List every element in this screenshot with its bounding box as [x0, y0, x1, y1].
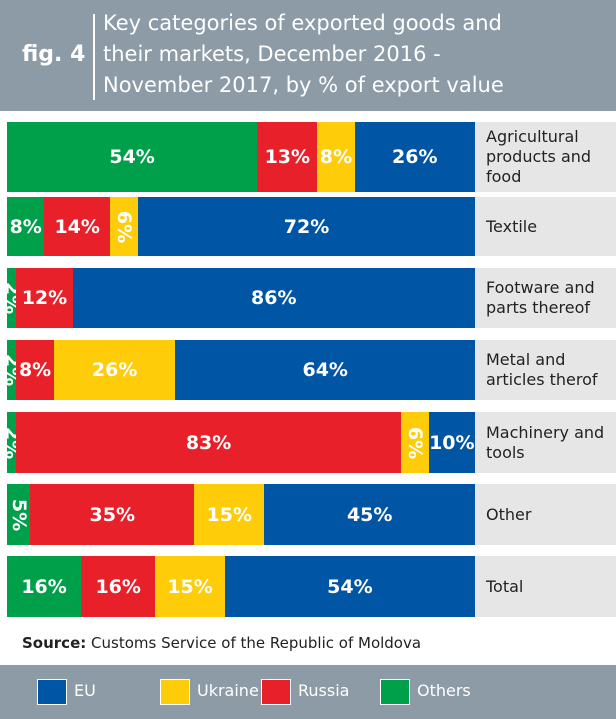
- bar-segment: 26%: [354, 122, 475, 192]
- bar-segment: 54%: [224, 556, 475, 617]
- value-label: 13%: [264, 146, 311, 168]
- bar-segment: 2%: [1, 268, 23, 328]
- value-label: 10%: [429, 431, 475, 454]
- category-text: Agricultural products and food: [486, 127, 592, 186]
- value-label: 15%: [206, 503, 253, 526]
- bar-segment: 45%: [264, 484, 475, 545]
- bar-segment: 14%: [44, 197, 110, 256]
- bar-segment: 8%: [317, 122, 355, 192]
- bar-segment: 26%: [53, 340, 176, 400]
- value-label: 45%: [346, 503, 393, 526]
- legend-label: EU: [74, 681, 96, 700]
- legend-label: Others: [417, 681, 471, 700]
- bar-segment: 2%: [1, 340, 23, 400]
- category-label: Other: [475, 484, 616, 545]
- divider: [93, 14, 95, 100]
- legend-swatch: [160, 679, 190, 705]
- value-label: 12%: [21, 287, 68, 309]
- value-label: 72%: [283, 215, 330, 238]
- legend-label: Ukraine: [197, 681, 259, 700]
- value-label: 16%: [21, 575, 67, 598]
- category-label: Footware and parts thereof: [475, 268, 616, 328]
- bar-segment: 6%: [109, 197, 139, 256]
- bar-segment: 15%: [194, 484, 265, 545]
- category-label: Total: [475, 556, 616, 617]
- value-label: 54%: [109, 146, 155, 168]
- category-label: Metal and articles therof: [475, 340, 616, 400]
- value-label: 83%: [185, 431, 232, 454]
- value-label: 16%: [95, 575, 141, 598]
- bar-segment: 5%: [7, 484, 31, 545]
- bar-segment: 12%: [16, 268, 73, 328]
- chart-title: Key categories of exported goods and the…: [103, 11, 504, 97]
- bar-segment: 15%: [155, 556, 225, 617]
- legend-swatch: [261, 679, 291, 705]
- bar-segment: 86%: [72, 268, 475, 328]
- value-label: 35%: [89, 503, 136, 526]
- bar-segment: 10%: [428, 412, 475, 473]
- category-text: Total: [486, 576, 524, 596]
- category-text: Metal and articles therof: [486, 350, 598, 389]
- value-label: 26%: [91, 359, 138, 381]
- header: [0, 0, 616, 111]
- bar-segment: 6%: [400, 412, 429, 473]
- legend-swatch: [37, 679, 67, 705]
- value-label: 86%: [251, 287, 297, 309]
- category-text: Other: [486, 504, 532, 524]
- value-label: 26%: [392, 146, 438, 168]
- bar-segment: 83%: [16, 412, 401, 473]
- value-label: 8%: [319, 146, 353, 168]
- category-label: Textile: [475, 197, 616, 256]
- source-text: Customs Service of the Republic of Moldo…: [91, 634, 422, 652]
- value-label: 6%: [403, 426, 426, 459]
- bar-segment: 16%: [7, 556, 82, 617]
- bar-segment: 64%: [175, 340, 475, 400]
- category-text: Machinery and tools: [486, 422, 605, 462]
- value-label: 8%: [18, 359, 52, 381]
- bar-segment: 54%: [7, 122, 258, 192]
- bar-segment: 16%: [81, 556, 156, 617]
- bar-segment: 8%: [7, 197, 45, 256]
- category-text: Textile: [486, 216, 538, 236]
- value-label: 14%: [54, 215, 100, 238]
- bar-segment: 13%: [257, 122, 318, 192]
- value-label: 54%: [327, 575, 373, 598]
- source-label: Source:: [22, 634, 87, 652]
- source: Source: Customs Service of the Republic …: [22, 634, 421, 652]
- legend-label: Russia: [298, 681, 350, 700]
- category-text: Footware and parts thereof: [486, 278, 595, 317]
- value-label: 15%: [167, 575, 213, 598]
- value-label: 6%: [112, 210, 135, 243]
- figure-number: fig. 4: [22, 42, 86, 67]
- legend-swatch: [380, 679, 410, 705]
- bar-segment: 8%: [16, 340, 54, 400]
- category-label: Machinery and tools: [475, 412, 616, 473]
- bar-segment: 2%: [1, 412, 23, 473]
- value-label: 5%: [7, 498, 30, 531]
- category-label: Agricultural products and food: [475, 122, 616, 192]
- bar-segment: 35%: [30, 484, 195, 545]
- value-label: 64%: [302, 359, 348, 381]
- legend: [0, 665, 616, 719]
- value-label: 8%: [9, 215, 42, 238]
- bar-segment: 72%: [138, 197, 475, 256]
